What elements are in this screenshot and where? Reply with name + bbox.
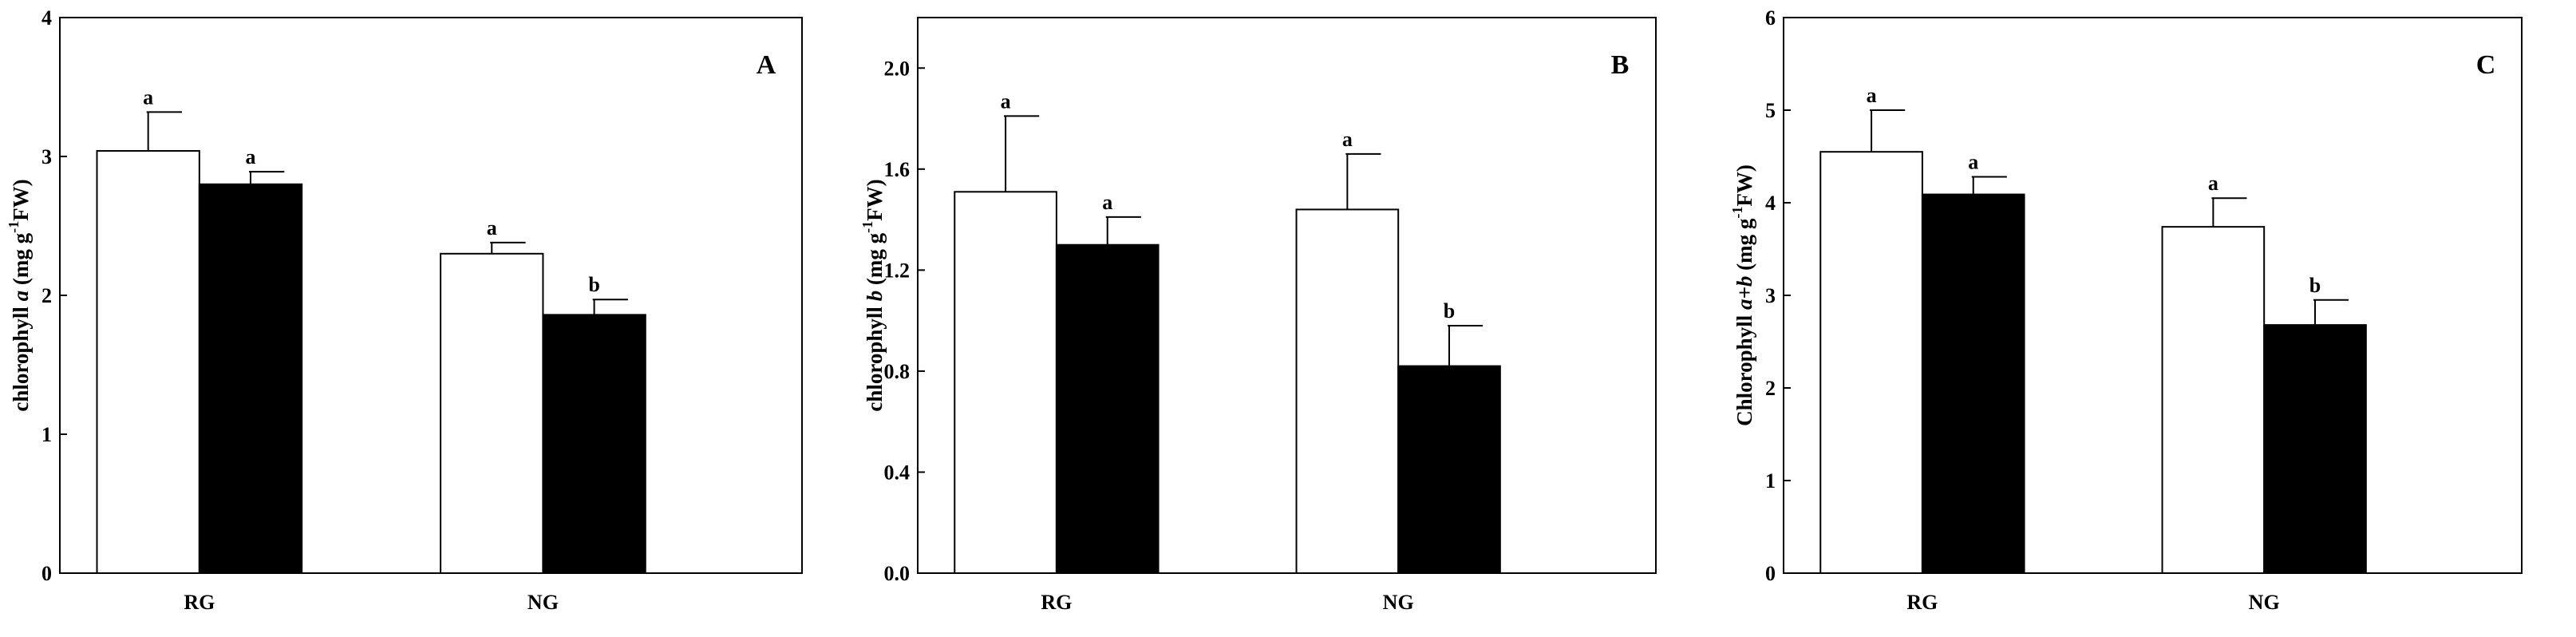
panel-label: A bbox=[757, 50, 776, 80]
y-axis-label: Chlorophyll a+b (mg g-1FW) bbox=[1729, 164, 1756, 426]
bar-ng-black bbox=[1397, 365, 1501, 574]
y-tick-label: 0.0 bbox=[884, 562, 911, 585]
significance-label: a bbox=[2208, 172, 2218, 195]
y-tick-label: 3 bbox=[1765, 284, 1776, 307]
x-category-label: NG bbox=[1383, 591, 1414, 614]
bar-rg-black bbox=[1055, 243, 1160, 574]
significance-label: a bbox=[246, 145, 256, 168]
bar-ng-white bbox=[440, 252, 544, 574]
significance-label: b bbox=[2309, 274, 2321, 297]
significance-label: b bbox=[1444, 299, 1455, 322]
y-tick-label: 4 bbox=[41, 6, 52, 30]
y-axis-label: chlorophyll b (mg g-1FW) bbox=[859, 179, 887, 411]
y-tick-label: 6 bbox=[1765, 6, 1776, 30]
significance-label: a bbox=[1867, 84, 1877, 107]
bar-ng-black bbox=[542, 314, 646, 574]
x-category-label: RG bbox=[184, 591, 215, 614]
y-tick-label: 5 bbox=[1765, 99, 1776, 122]
y-tick-label: 0 bbox=[1765, 562, 1776, 585]
significance-label: a bbox=[1968, 151, 1978, 174]
x-category-label: NG bbox=[2249, 591, 2280, 614]
panel-c: 0 1 2 3 4 5 6 a a RG a b NG C Chlorophyll a+b (mg g-1F… bbox=[1729, 6, 2523, 614]
significance-label: a bbox=[487, 216, 497, 239]
bar-ng-white bbox=[2161, 226, 2266, 574]
y-axis-label: chlorophyll a (mg g-1FW) bbox=[6, 179, 33, 411]
bar-ng-black bbox=[2263, 324, 2367, 574]
bar-ng-white bbox=[1295, 208, 1400, 574]
bar-rg-white bbox=[96, 150, 200, 575]
x-category-label: RG bbox=[1041, 591, 1072, 614]
significance-label: a bbox=[1102, 191, 1112, 214]
significance-label: a bbox=[1001, 89, 1011, 113]
bar-rg-white bbox=[1819, 151, 1923, 574]
y-tick-label: 0.8 bbox=[884, 360, 911, 383]
y-tick-label: 1.6 bbox=[884, 158, 911, 181]
y-tick-label: 1 bbox=[1765, 469, 1776, 493]
y-tick-label: 0 bbox=[41, 562, 52, 585]
x-category-label: RG bbox=[1906, 591, 1938, 614]
bar-rg-black bbox=[198, 183, 303, 575]
significance-label: b bbox=[588, 273, 599, 296]
y-tick-label: 1 bbox=[41, 423, 52, 446]
significance-label: a bbox=[143, 85, 153, 109]
bar-rg-white bbox=[954, 191, 1057, 574]
plot-frame bbox=[917, 17, 1657, 574]
panel-label: C bbox=[2476, 50, 2496, 80]
plot-frame bbox=[1783, 17, 2523, 574]
y-tick-label: 4 bbox=[1765, 192, 1776, 215]
y-tick-label: 2 bbox=[1765, 377, 1776, 400]
y-tick-label: 2.0 bbox=[884, 57, 911, 80]
bar-rg-black bbox=[1921, 193, 2025, 574]
y-tick-label: 3 bbox=[41, 145, 52, 168]
panel-label: B bbox=[1611, 50, 1630, 80]
y-tick-label: 2 bbox=[41, 284, 52, 307]
significance-label: a bbox=[1342, 128, 1353, 151]
plot-frame bbox=[59, 17, 803, 574]
y-tick-label: 1.2 bbox=[884, 259, 911, 282]
x-category-label: NG bbox=[527, 591, 559, 614]
y-tick-label: 0.4 bbox=[884, 461, 911, 484]
